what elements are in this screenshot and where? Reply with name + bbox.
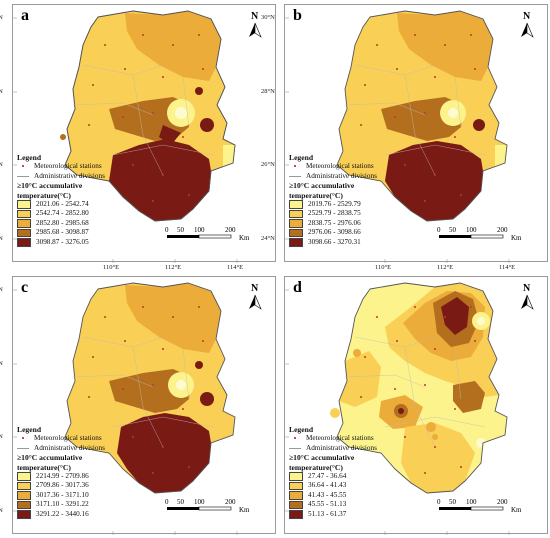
class-title: ≥10°C accumulative bbox=[17, 453, 83, 463]
north-label: N bbox=[251, 283, 259, 294]
class-title: ≥10°C accumulative bbox=[289, 453, 355, 463]
swatch bbox=[289, 500, 303, 510]
legend-stations: • Meteorological stations bbox=[17, 162, 105, 171]
map-panel-a: a N Legend • Meteorological stations Admi… bbox=[0, 4, 276, 271]
class-title: ≥10°C accumulative bbox=[17, 181, 83, 191]
swatch bbox=[289, 219, 303, 228]
scale-bar-graphic bbox=[439, 234, 504, 239]
scale-bar-graphic bbox=[167, 234, 232, 239]
panel-label: b bbox=[293, 7, 302, 24]
legend-class: 2838.75 - 2976.06 bbox=[289, 219, 377, 228]
swatch bbox=[289, 228, 303, 238]
legend: Legend • Meteorological stations Administ… bbox=[17, 425, 105, 519]
swatch bbox=[17, 481, 31, 491]
legend-class: 2021.06 - 2542.74 bbox=[17, 200, 105, 209]
north-label: N bbox=[523, 283, 531, 294]
legend-stations: • Meteorological stations bbox=[289, 434, 377, 443]
swatch bbox=[17, 200, 31, 209]
swatch bbox=[17, 219, 31, 228]
swatch bbox=[289, 472, 303, 481]
map-panel-b: b N Legend • Meteorological stations Admi… bbox=[261, 4, 548, 271]
division-line-icon bbox=[289, 448, 301, 450]
legend-class: 2542.74 - 2852.80 bbox=[17, 209, 105, 219]
map-panel-d: d N Legend • Meteorological stations Admi… bbox=[284, 276, 548, 535]
legend-class: 2852.80 - 2985.68 bbox=[17, 219, 105, 228]
north-label: N bbox=[523, 11, 531, 22]
legend-class: 2976.06 - 3098.66 bbox=[289, 228, 377, 238]
class-title-2: temperature(°C) bbox=[17, 462, 71, 472]
legend-class: 45.55 - 51.13 bbox=[289, 500, 377, 510]
north-label: N bbox=[251, 11, 259, 22]
swatch bbox=[17, 238, 31, 247]
province-map-b bbox=[285, 10, 534, 263]
legend: Legend • Meteorological stations Administ… bbox=[289, 153, 377, 247]
legend-class: 2709.86 - 3017.36 bbox=[17, 481, 105, 491]
swatch bbox=[17, 510, 31, 519]
swatch bbox=[289, 481, 303, 491]
swatch bbox=[289, 510, 303, 519]
swatch bbox=[17, 491, 31, 500]
province-map-d bbox=[285, 282, 534, 535]
swatch bbox=[17, 500, 31, 510]
division-line-icon bbox=[17, 176, 29, 178]
class-title-2: temperature(°C) bbox=[289, 462, 343, 472]
legend-class: 41.43 - 45.55 bbox=[289, 491, 377, 500]
station-dot-icon: • bbox=[21, 434, 25, 444]
legend-class: 3017.36 - 3171.10 bbox=[17, 491, 105, 500]
legend-class: 36.64 - 41.43 bbox=[289, 481, 377, 491]
legend-class: 2214.99 - 2709.86 bbox=[17, 472, 105, 481]
map-panel-c: c N Legend • Meteorological stations Admi… bbox=[0, 276, 276, 535]
legend-class: 3291.22 - 3440.16 bbox=[17, 510, 105, 519]
legend: Legend • Meteorological stations Administ… bbox=[17, 153, 105, 247]
station-dot-icon: • bbox=[293, 434, 297, 444]
panel-label: a bbox=[21, 7, 29, 24]
province-map-a bbox=[13, 10, 262, 263]
province-map-c bbox=[13, 282, 262, 535]
legend-title: Legend bbox=[17, 425, 42, 434]
scale-bar-graphic bbox=[439, 506, 504, 511]
legend-title: Legend bbox=[289, 153, 314, 162]
class-title-2: temperature(°C) bbox=[289, 190, 343, 200]
class-title: ≥10°C accumulative bbox=[289, 181, 355, 191]
legend-title: Legend bbox=[289, 425, 314, 434]
legend-class: 3098.66 - 3270.31 bbox=[289, 238, 377, 247]
division-line-icon bbox=[289, 176, 301, 178]
legend-divisions: Administrative divisions bbox=[17, 172, 105, 181]
legend-class: 27.47 - 36.64 bbox=[289, 472, 377, 481]
legend-title: Legend bbox=[17, 153, 42, 162]
swatch bbox=[289, 238, 303, 247]
panel-label: d bbox=[293, 279, 302, 296]
swatch bbox=[17, 209, 31, 219]
legend-stations: • Meteorological stations bbox=[17, 434, 105, 443]
legend-class: 2529.79 - 2838.75 bbox=[289, 209, 377, 219]
class-title-2: temperature(°C) bbox=[17, 190, 71, 200]
legend-divisions: Administrative divisions bbox=[289, 444, 377, 453]
legend-stations: • Meteorological stations bbox=[289, 162, 377, 171]
legend-class: 2985.68 - 3098.87 bbox=[17, 228, 105, 238]
legend-class: 3098.87 - 3276.05 bbox=[17, 238, 105, 247]
legend-divisions: Administrative divisions bbox=[289, 172, 377, 181]
legend-class: 51.13 - 61.37 bbox=[289, 510, 377, 519]
swatch bbox=[289, 209, 303, 219]
station-dot-icon: • bbox=[293, 162, 297, 172]
swatch bbox=[289, 491, 303, 500]
swatch bbox=[17, 472, 31, 481]
legend: Legend • Meteorological stations Administ… bbox=[289, 425, 377, 519]
panel-label: c bbox=[21, 279, 29, 296]
division-line-icon bbox=[17, 448, 29, 450]
station-dot-icon: • bbox=[21, 162, 25, 172]
scale-bar-graphic bbox=[167, 506, 232, 511]
legend-class: 3171.10 - 3291.22 bbox=[17, 500, 105, 510]
legend-divisions: Administrative divisions bbox=[17, 444, 105, 453]
legend-class: 2019.76 - 2529.79 bbox=[289, 200, 377, 209]
swatch bbox=[17, 228, 31, 238]
swatch bbox=[289, 200, 303, 209]
